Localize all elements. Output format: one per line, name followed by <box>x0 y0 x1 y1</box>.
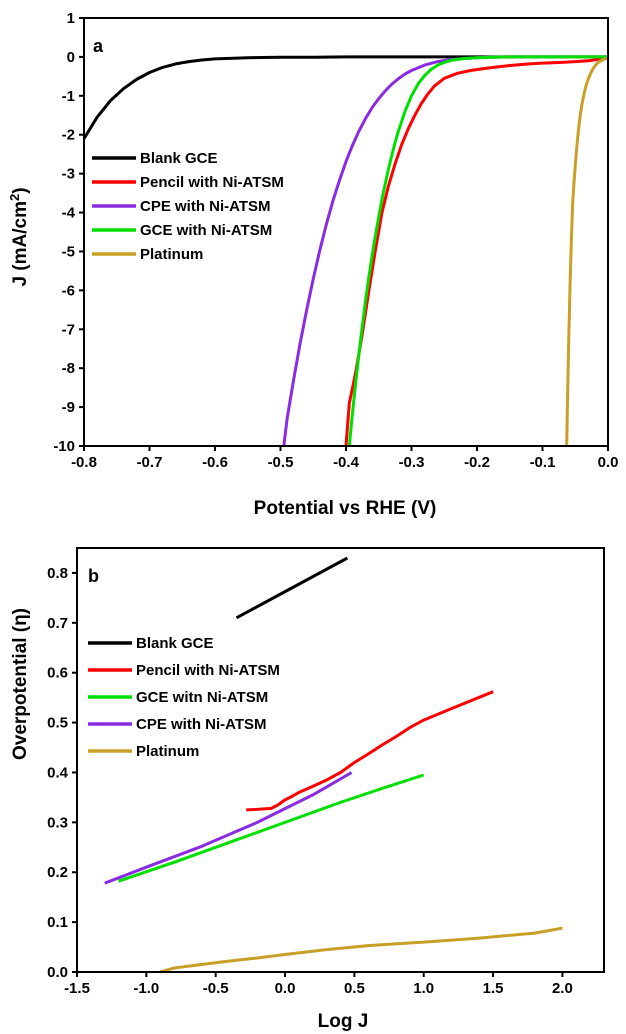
legend-entry: Blank GCE <box>140 150 218 167</box>
y-tick-label: 0.8 <box>47 565 68 582</box>
legend-entry: Platinum <box>136 743 199 760</box>
series-line-3 <box>282 55 608 447</box>
y-tick-label: -8 <box>62 360 75 377</box>
series-line-2 <box>246 690 494 812</box>
y-tick-label: -9 <box>62 399 75 416</box>
x-tick-label: 1.5 <box>483 980 504 997</box>
panel-letter: a <box>93 36 104 56</box>
chart-panel-b: Overpotential (η) Log J -1.5 -1.0 -0.5 0.0 0… <box>10 547 605 1032</box>
y-tick-label: 0.2 <box>47 864 68 881</box>
legend-entry: Pencil with Ni-ATSM <box>140 174 284 191</box>
legend-entry: Blank GCE <box>136 635 214 652</box>
x-tick-label: 0.0 <box>275 980 296 997</box>
legend-entry: CPE with Ni-ATSM <box>136 716 267 733</box>
x-tick-label: -0.8 <box>71 454 97 471</box>
legend-entry: GCE with Ni-ATSM <box>140 222 272 239</box>
legend-entry: CPE with Ni-ATSM <box>140 198 271 215</box>
y-tick-label: 0.5 <box>47 715 68 732</box>
xlabel: Potential vs RHE (V) <box>254 498 437 519</box>
ylabel: Overpotential (η) <box>10 608 31 760</box>
x-tick-label: 1.0 <box>413 980 434 997</box>
y-tick-label: -1 <box>62 88 75 105</box>
x-tick-label: -0.5 <box>203 980 229 997</box>
y-tick-label: -2 <box>62 127 75 144</box>
ylabel: J (mA/cm2) <box>7 187 31 286</box>
y-tick-label: 0.6 <box>47 665 68 682</box>
legend-entry: Platinum <box>140 246 203 263</box>
series-line-4 <box>104 771 353 885</box>
x-tick-label: -0.5 <box>268 454 294 471</box>
x-tick-label: 0.0 <box>598 454 619 471</box>
y-tick-label: 1 <box>67 10 75 27</box>
x-tick-label: -0.1 <box>530 454 556 471</box>
panel-letter: b <box>88 566 99 586</box>
y-tick-label: -3 <box>62 166 75 183</box>
series-line-5 <box>159 926 563 974</box>
y-tick-label: 0.1 <box>47 914 68 931</box>
y-tick-label: 0 <box>67 49 75 66</box>
y-tick-label: -5 <box>62 243 75 260</box>
y-tick-label: 0.7 <box>47 615 68 632</box>
x-tick-label: -1.5 <box>64 980 90 997</box>
series-line-1 <box>82 55 608 140</box>
x-tick-label: -0.3 <box>399 454 425 471</box>
y-tick-label: 0.0 <box>47 964 68 981</box>
x-tick-label: -1.0 <box>133 980 159 997</box>
x-tick-label: -0.7 <box>137 454 163 471</box>
x-tick-label: 0.5 <box>344 980 365 997</box>
x-tick-label: -0.6 <box>202 454 228 471</box>
series-line-2 <box>344 55 609 447</box>
y-tick-label: -7 <box>62 321 75 338</box>
y-tick-label: 0.3 <box>47 814 68 831</box>
y-tick-label: -4 <box>62 205 76 222</box>
x-tick-label: -0.4 <box>333 454 360 471</box>
y-tick-label: -6 <box>62 282 75 299</box>
legend-entry: GCE witn Ni-ATSM <box>136 689 268 706</box>
chart-panel-a: J (mA/cm2) Potential vs RHE (V) -0.8 -0.7… <box>7 10 618 519</box>
series-line-1 <box>235 556 349 620</box>
xlabel: Log J <box>318 1011 369 1032</box>
series-line-5 <box>565 56 609 447</box>
x-tick-label: -0.2 <box>464 454 490 471</box>
series-line-3 <box>118 773 425 883</box>
legend-entry: Pencil with Ni-ATSM <box>136 662 280 679</box>
x-tick-label: 2.0 <box>552 980 573 997</box>
y-tick-label: 0.4 <box>47 764 69 781</box>
y-tick-label: -10 <box>53 438 75 455</box>
series-line-4 <box>347 55 608 447</box>
plot-frame <box>76 547 605 973</box>
